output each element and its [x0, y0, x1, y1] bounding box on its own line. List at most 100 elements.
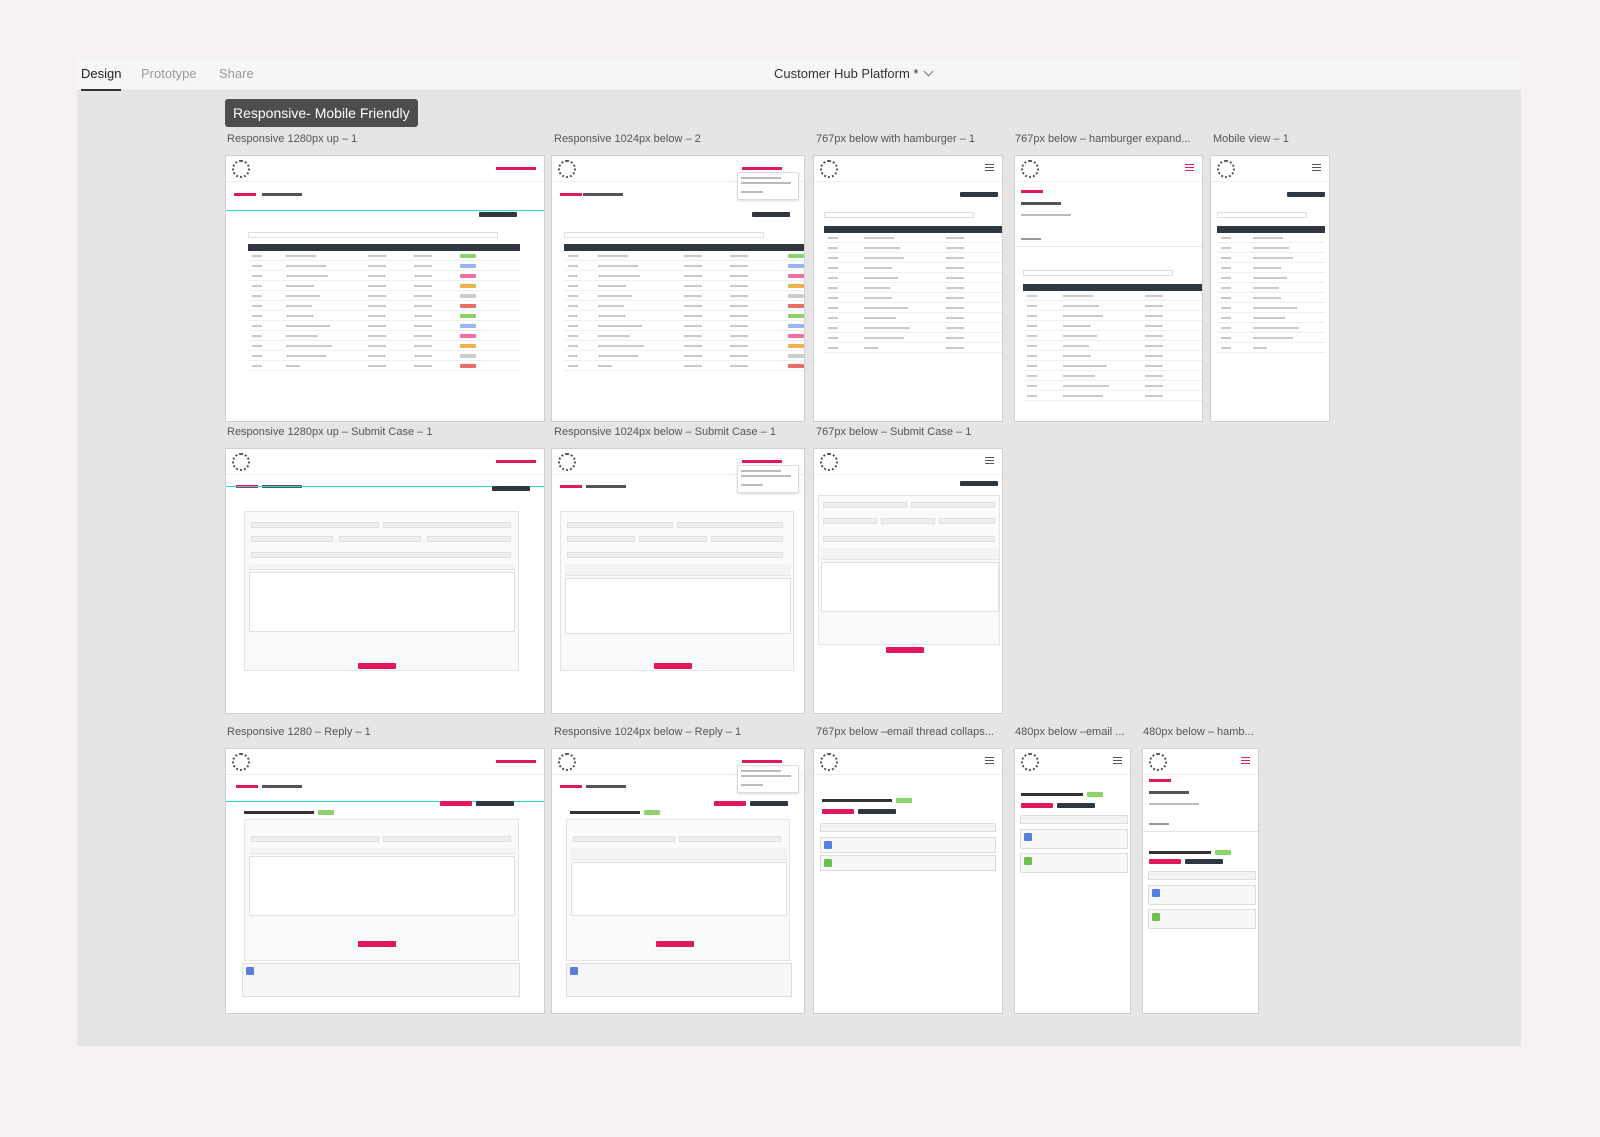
user-menu[interactable]: [496, 460, 536, 463]
resolve-case-button[interactable]: [440, 801, 472, 806]
message-editor[interactable]: [565, 578, 791, 634]
submit-case-button[interactable]: [654, 663, 692, 669]
email-message-collapsed[interactable]: [820, 837, 996, 853]
section-label[interactable]: Responsive- Mobile Friendly: [225, 99, 418, 127]
message-editor[interactable]: [821, 562, 999, 612]
subject-field[interactable]: [567, 552, 783, 558]
menu-logout[interactable]: [1149, 823, 1169, 825]
submit-case-button[interactable]: [358, 663, 396, 669]
create-case-button[interactable]: [858, 809, 896, 814]
filter-select[interactable]: [248, 232, 498, 238]
filter-select[interactable]: [564, 232, 764, 238]
frame-1024-submit[interactable]: [551, 448, 805, 714]
create-case-button[interactable]: [476, 801, 514, 806]
frame-1024-reply[interactable]: [551, 748, 805, 1014]
user-menu[interactable]: [742, 460, 782, 463]
create-case-button[interactable]: [1287, 192, 1325, 197]
editor-toolbar[interactable]: [249, 848, 515, 854]
form-select[interactable]: [567, 536, 635, 542]
hamburger-icon[interactable]: [985, 457, 994, 464]
email-message-collapsed[interactable]: [1020, 829, 1128, 849]
filter-select[interactable]: [1217, 212, 1307, 218]
frame-767-thread[interactable]: [813, 748, 1003, 1014]
message-editor[interactable]: [571, 862, 787, 916]
message-editor[interactable]: [249, 572, 515, 632]
form-select[interactable]: [823, 518, 877, 524]
frame-label[interactable]: Responsive 1024px below – 2: [554, 133, 701, 145]
menu-logout[interactable]: [1021, 238, 1041, 240]
hamburger-icon[interactable]: [985, 164, 994, 171]
user-menu[interactable]: [496, 167, 536, 170]
tab-share[interactable]: Share: [219, 66, 254, 81]
hamburger-icon[interactable]: [985, 757, 994, 764]
email-field[interactable]: [383, 836, 511, 842]
create-case-button[interactable]: [752, 212, 790, 217]
create-case-button[interactable]: [1185, 859, 1223, 864]
subject-field[interactable]: [251, 552, 511, 558]
frame-label[interactable]: Responsive 1024px below – Reply – 1: [554, 726, 742, 738]
message-editor[interactable]: [249, 856, 515, 916]
email-message-collapsed[interactable]: [1020, 853, 1128, 873]
frame-767-list[interactable]: [813, 155, 1003, 422]
submit-case-button[interactable]: [358, 941, 396, 947]
frame-label[interactable]: 767px below –email thread collaps...: [816, 726, 994, 738]
frame-label[interactable]: 767px below – hamburger expand...: [1015, 133, 1191, 145]
email-message[interactable]: [566, 963, 792, 997]
editor-toolbar[interactable]: [249, 564, 515, 570]
frame-1280-list[interactable]: [225, 155, 545, 422]
reason-field[interactable]: [427, 536, 511, 542]
frame-480-menu-expanded[interactable]: [1142, 748, 1259, 1014]
frame-label[interactable]: Mobile view – 1: [1213, 133, 1289, 145]
email-field[interactable]: [383, 522, 511, 528]
submit-case-button[interactable]: [886, 647, 924, 653]
reason-field[interactable]: [711, 536, 783, 542]
editor-toolbar[interactable]: [821, 548, 999, 560]
menu-my-cases[interactable]: [1021, 190, 1043, 193]
vin-field[interactable]: [881, 518, 935, 524]
name-field[interactable]: [567, 522, 673, 528]
name-field[interactable]: [823, 502, 907, 508]
reply-button[interactable]: [1020, 815, 1128, 824]
editor-toolbar[interactable]: [565, 564, 791, 576]
frame-label[interactable]: Responsive 1280 – Reply – 1: [227, 726, 371, 738]
frame-767-submit[interactable]: [813, 448, 1003, 714]
resolve-case-button[interactable]: [1021, 803, 1053, 808]
frame-label[interactable]: 480px below –email ...: [1015, 726, 1125, 738]
email-field[interactable]: [679, 836, 781, 842]
editor-toolbar[interactable]: [571, 848, 787, 860]
frame-480-thread[interactable]: [1014, 748, 1131, 1014]
frame-label[interactable]: Responsive 1024px below – Submit Case – …: [554, 426, 776, 438]
email-message-collapsed[interactable]: [1148, 885, 1256, 905]
create-case-button[interactable]: [960, 481, 998, 486]
frame-767-menu-expanded[interactable]: [1014, 155, 1203, 422]
email-message[interactable]: [242, 963, 520, 997]
email-message-collapsed[interactable]: [820, 855, 996, 871]
frame-label[interactable]: 767px below with hamburger – 1: [816, 133, 975, 145]
submit-case-button[interactable]: [656, 941, 694, 947]
create-case-button[interactable]: [492, 486, 530, 491]
frame-1280-submit[interactable]: [225, 448, 545, 714]
filter-select[interactable]: [1023, 270, 1173, 276]
resolve-case-button[interactable]: [1149, 859, 1181, 864]
frame-label[interactable]: 767px below – Submit Case – 1: [816, 426, 972, 438]
create-case-button[interactable]: [960, 192, 998, 197]
frame-mobile-list[interactable]: [1210, 155, 1330, 422]
user-menu[interactable]: [742, 760, 782, 763]
menu-organization-cases[interactable]: [1149, 791, 1189, 794]
create-case-button[interactable]: [479, 212, 517, 217]
filter-select[interactable]: [824, 212, 974, 218]
email-field[interactable]: [911, 502, 995, 508]
name-field[interactable]: [573, 836, 675, 842]
menu-my-cases[interactable]: [1149, 779, 1171, 782]
resolve-case-button[interactable]: [714, 801, 746, 806]
frame-1280-reply[interactable]: [225, 748, 545, 1014]
frame-label[interactable]: Responsive 1280px up – Submit Case – 1: [227, 426, 433, 438]
resolve-case-button[interactable]: [822, 809, 854, 814]
hamburger-icon[interactable]: [1241, 757, 1250, 764]
form-select[interactable]: [251, 536, 333, 542]
create-case-button[interactable]: [1057, 803, 1095, 808]
menu-organization-cases[interactable]: [1021, 202, 1061, 205]
create-case-button[interactable]: [750, 801, 788, 806]
document-title[interactable]: Customer Hub Platform *: [774, 66, 933, 81]
name-field[interactable]: [251, 522, 379, 528]
